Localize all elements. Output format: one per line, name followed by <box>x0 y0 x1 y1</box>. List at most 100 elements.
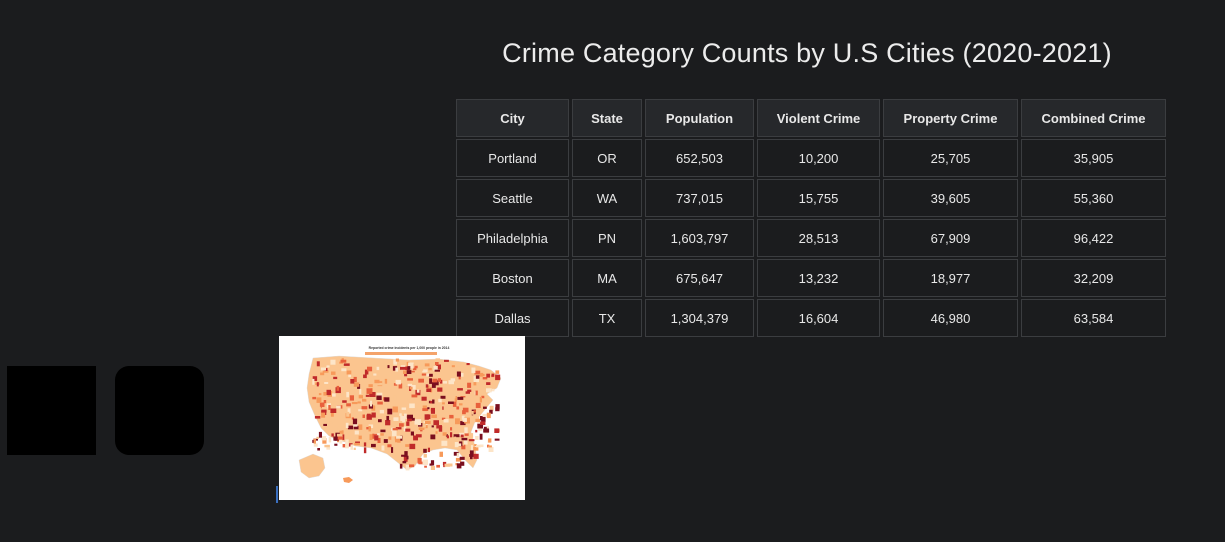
us-crime-map-image[interactable]: Reported crime incidents per 1,000 peopl… <box>279 336 525 500</box>
map-county-patch <box>358 409 363 412</box>
map-county-patch <box>472 419 476 423</box>
map-county-patch <box>318 393 322 396</box>
map-county-patch <box>350 379 355 384</box>
map-county-patch <box>461 441 465 446</box>
map-county-patch <box>437 387 443 392</box>
map-county-patch <box>409 443 416 450</box>
column-header-violent-crime[interactable]: Violent Crime <box>757 99 880 137</box>
column-header-property-crime[interactable]: Property Crime <box>883 99 1018 137</box>
table-cell: 737,015 <box>645 179 754 217</box>
map-county-patch <box>482 413 488 417</box>
map-county-patch <box>387 444 393 448</box>
map-county-patch <box>322 438 327 444</box>
map-county-patch <box>461 437 468 441</box>
map-county-patch <box>448 401 454 404</box>
map-county-patch <box>400 415 405 422</box>
map-county-patch <box>466 363 470 366</box>
map-county-patch <box>358 435 362 440</box>
map-county-patch <box>328 437 332 443</box>
map-county-patch <box>320 367 326 371</box>
map-county-patch <box>371 443 376 448</box>
column-header-population[interactable]: Population <box>645 99 754 137</box>
map-county-patch <box>331 433 334 437</box>
map-county-patch <box>320 372 325 376</box>
map-county-patch <box>380 433 384 436</box>
map-county-patch <box>430 407 435 414</box>
map-county-patch <box>486 373 490 378</box>
map-county-patch <box>399 463 403 469</box>
map-county-patch <box>312 378 315 385</box>
map-county-patch <box>400 366 406 370</box>
map-county-patch <box>368 409 371 414</box>
map-county-patch <box>466 377 472 380</box>
map-county-patch <box>322 370 329 373</box>
map-county-patch <box>453 395 456 399</box>
map-county-patch <box>455 362 461 367</box>
map-county-patch <box>424 363 430 367</box>
column-header-state[interactable]: State <box>572 99 642 137</box>
map-county-patch <box>401 441 406 448</box>
map-county-patch <box>431 425 434 428</box>
column-header-combined-crime[interactable]: Combined Crime <box>1021 99 1166 137</box>
map-county-patch <box>475 429 478 433</box>
map-county-patch <box>385 420 391 426</box>
map-county-patch <box>376 392 383 398</box>
map-county-patch <box>392 366 398 371</box>
map-county-patch <box>368 404 373 409</box>
table-cell: Boston <box>456 259 569 297</box>
map-county-patch <box>317 448 320 451</box>
map-county-patch <box>409 464 415 468</box>
map-county-patch <box>456 371 461 377</box>
map-county-patch <box>423 454 427 458</box>
map-county-patch <box>480 372 484 377</box>
map-county-patch <box>346 391 349 398</box>
table-cell: 675,647 <box>645 259 754 297</box>
map-county-patch <box>478 428 483 431</box>
table-cell: 67,909 <box>883 219 1018 257</box>
map-county-patch <box>416 389 420 393</box>
map-county-patch <box>321 436 327 441</box>
map-county-patch <box>323 423 327 426</box>
map-county-patch <box>486 425 489 429</box>
map-county-patch <box>475 375 480 379</box>
column-header-city[interactable]: City <box>456 99 569 137</box>
map-county-patch <box>480 421 486 425</box>
map-county-patch <box>328 421 333 424</box>
map-county-patch <box>363 447 367 454</box>
map-county-patch <box>444 359 449 362</box>
map-county-patch <box>400 446 403 452</box>
map-county-patch <box>412 383 416 387</box>
map-county-dots <box>311 358 501 471</box>
map-county-patch <box>368 384 373 388</box>
map-county-patch <box>313 438 316 444</box>
map-county-patch <box>487 445 492 448</box>
map-county-patch <box>489 409 493 414</box>
map-county-patch <box>374 435 379 441</box>
map-county-patch <box>417 457 422 464</box>
map-county-patch <box>391 447 394 453</box>
map-county-patch <box>430 401 434 404</box>
map-county-patch <box>440 395 446 399</box>
map-county-patch <box>366 388 373 394</box>
map-county-patch <box>411 394 418 398</box>
map-county-patch <box>366 414 372 420</box>
map-county-patch <box>450 427 453 431</box>
map-county-patch <box>476 395 480 398</box>
map-county-patch <box>439 379 443 384</box>
map-county-patch <box>406 361 410 367</box>
map-county-patch <box>473 453 479 459</box>
map-county-patch <box>457 388 463 391</box>
map-county-patch <box>313 443 318 447</box>
map-county-patch <box>399 413 402 416</box>
map-county-patch <box>481 395 485 399</box>
map-county-patch <box>401 454 405 457</box>
map-county-patch <box>406 455 409 460</box>
map-caption: Reported crime incidents per 1,000 peopl… <box>368 346 450 350</box>
map-county-patch <box>366 410 370 416</box>
map-county-patch <box>421 373 427 376</box>
map-county-patch <box>415 434 422 438</box>
map-county-patch <box>409 403 415 409</box>
map-county-patch <box>407 383 414 389</box>
map-county-patch <box>495 404 500 410</box>
map-county-patch <box>401 407 407 410</box>
